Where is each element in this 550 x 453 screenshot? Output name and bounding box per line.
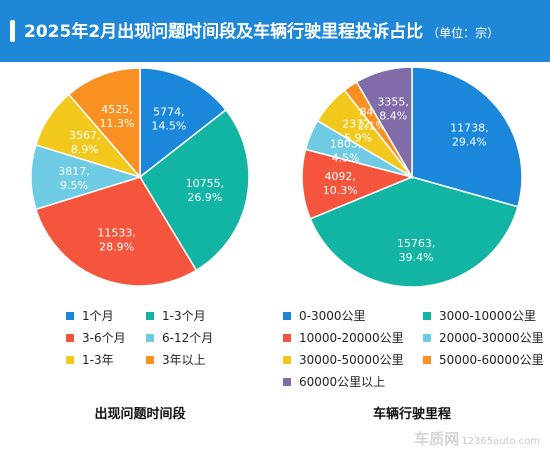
legend1-item-4[interactable]: 30000-50000公里 — [283, 351, 404, 368]
legend1-label-2: 10000-20000公里 — [299, 331, 404, 345]
legend0-item-1[interactable]: 1-3个月 — [146, 307, 206, 324]
chart-title-mileage: 车辆行驶里程 — [372, 407, 452, 422]
pie0-data-label-2: 11533, 28.9% — [97, 227, 136, 254]
legend0-label-0: 1个月 — [82, 309, 114, 323]
watermark: 车质网 12365auto.com — [414, 428, 540, 449]
pie1-data-label-1: 15763, 39.4% — [397, 237, 436, 264]
legend1-label-6: 60000公里以上 — [299, 375, 386, 389]
legend0-label-2: 3-6个月 — [82, 331, 126, 345]
legend0-item-5[interactable]: 3年以上 — [146, 351, 206, 368]
pie-charts: 5774, 14.5% 10755, 26.9% 11533, 28.9% 3817, 9.5… — [30, 66, 523, 288]
legend1-label-3: 20000-30000公里 — [439, 331, 544, 345]
legend1-swatch-1 — [423, 311, 431, 320]
header-banner: 2025年2月出现问题时间段及车辆行驶里程投诉占比 （单位：宗） — [0, 0, 550, 62]
pie0-data-label-1: 10755, 26.9% — [186, 177, 225, 204]
page-title: 2025年2月出现问题时间段及车辆行驶里程投诉占比 （单位：宗） — [24, 17, 499, 42]
legend1-label-1: 3000-10000公里 — [439, 309, 537, 323]
pie1-data-label-0: 11738, 29.4% — [450, 122, 489, 149]
pie1-data-label-4: 2372, 5.9% — [342, 117, 374, 144]
legend0-label-1: 1-3个月 — [162, 309, 206, 323]
pie0-slice-2 — [34, 176, 198, 287]
pie0-data-label-3: 3817, 9.5% — [58, 165, 90, 192]
legend1-label-0: 0-3000公里 — [299, 309, 366, 323]
legend0-swatch-0 — [66, 311, 74, 320]
pie1-slice-1 — [309, 176, 519, 288]
legend0-item-0[interactable]: 1个月 — [66, 307, 114, 324]
legend1-swatch-3 — [423, 333, 431, 342]
legend1-swatch-4 — [283, 355, 291, 364]
legend1-item-6[interactable]: 60000公里以上 — [283, 373, 385, 390]
pie1-data-label-2: 4092, 10.3% — [323, 170, 358, 197]
watermark-url: 12365auto.com — [461, 436, 540, 447]
legend0-swatch-3 — [146, 333, 154, 342]
legend1-item-3[interactable]: 20000-30000公里 — [423, 329, 544, 346]
pie0-data-label-4: 3567, 8.9% — [69, 129, 101, 156]
legend0-label-5: 3年以上 — [162, 353, 206, 367]
pie0-slice-1 — [139, 108, 250, 272]
watermark-logo: 车质网 — [414, 430, 460, 448]
legend0-item-2[interactable]: 3-6个月 — [66, 329, 126, 346]
pie0-slice-5 — [67, 67, 141, 180]
legend1-label-4: 30000-50000公里 — [299, 353, 404, 367]
legend1-swatch-0 — [283, 311, 291, 320]
legend1-item-1[interactable]: 3000-10000公里 — [423, 307, 536, 324]
legend0-label-4: 1-3年 — [82, 353, 114, 367]
legend1-label-5: 50000-60000公里 — [439, 353, 544, 367]
header-accent-bar — [10, 20, 15, 42]
legend0-swatch-2 — [66, 333, 74, 342]
legend0-label-3: 6-12个月 — [162, 331, 214, 345]
pie1-data-label-6: 3355, 8.4% — [377, 96, 409, 123]
legend0-swatch-1 — [146, 311, 154, 320]
legend1-item-2[interactable]: 10000-20000公里 — [283, 329, 404, 346]
pie1-slice-2 — [301, 148, 415, 220]
legend0-swatch-4 — [66, 355, 74, 364]
title-text: 2025年2月出现问题时间段及车辆行驶里程投诉占比 — [24, 22, 424, 42]
pie0-data-label-5: 4525, 11.3% — [100, 103, 135, 130]
legend1-swatch-5 — [423, 355, 431, 364]
unit-note: （单位：宗） — [427, 26, 500, 40]
pie1-slice-0 — [411, 66, 523, 208]
pie0-slice-0 — [139, 67, 227, 179]
chart-title-time-period: 出现问题时间段 — [94, 407, 186, 422]
pie1-slice-6 — [355, 66, 413, 180]
legend0-item-3[interactable]: 6-12个月 — [146, 329, 213, 346]
legend0-swatch-5 — [146, 355, 154, 364]
legend1-item-0[interactable]: 0-3000公里 — [283, 307, 366, 324]
legend1-swatch-2 — [283, 333, 291, 342]
legend1-swatch-6 — [283, 377, 291, 386]
legend0-item-4[interactable]: 1-3年 — [66, 351, 114, 368]
legend1-item-5[interactable]: 50000-60000公里 — [423, 351, 544, 368]
pie0-data-label-0: 5774, 14.5% — [151, 106, 186, 133]
